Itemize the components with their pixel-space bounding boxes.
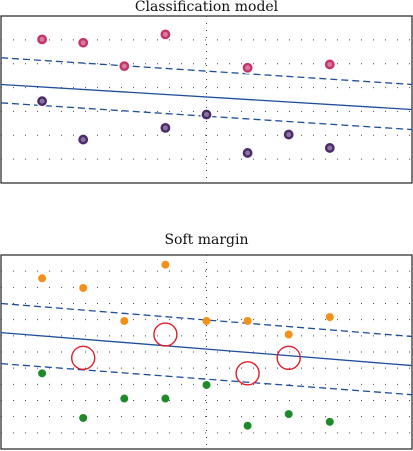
class-b-point (323, 141, 336, 155)
class-a-point (120, 316, 129, 325)
class-b-point (284, 410, 293, 419)
class-b-point (161, 394, 170, 403)
upper-margin-line (0, 302, 413, 338)
slack-circle (235, 361, 260, 386)
class-b-point (241, 146, 254, 160)
class-b-point-center (162, 125, 168, 131)
class-a-point (243, 316, 252, 325)
class-b-point (202, 380, 211, 389)
class-a-point-center (245, 65, 251, 71)
slack-circle (70, 345, 96, 371)
class-a-point (159, 28, 172, 41)
class-b-point (79, 413, 88, 422)
upper-margin-line (0, 57, 413, 86)
panel-frame (0, 254, 413, 450)
class-a-point (323, 58, 336, 71)
class-b-point (200, 108, 213, 121)
class-b-point (325, 417, 334, 426)
slack-circle (276, 345, 301, 371)
lower-margin-line (0, 102, 413, 131)
class-b-point-center (286, 132, 292, 138)
panel-frame (0, 15, 413, 184)
class-b-point-center (80, 137, 86, 143)
slack-circle (153, 322, 178, 347)
class-b-point (243, 421, 252, 430)
class-a-point (284, 330, 293, 339)
class-a-point-center (39, 36, 45, 42)
class-a-point-center (162, 31, 168, 37)
class-b-point-center (39, 98, 45, 104)
class-b-point-center (245, 150, 251, 156)
class-b-point (35, 95, 49, 108)
class-a-point (161, 260, 170, 269)
class-b-point-center (327, 145, 333, 151)
class-a-point (241, 61, 254, 74)
class-b-point (120, 394, 129, 403)
class-a-point (38, 274, 47, 283)
panel-title-classification: Classification model (134, 0, 279, 15)
class-a-point-center (80, 40, 86, 46)
class-a-point (325, 313, 334, 322)
class-b-point (282, 128, 295, 141)
lower-margin-line (0, 362, 413, 396)
class-a-point-center (121, 63, 127, 69)
class-a-point-center (327, 61, 333, 67)
class-a-point (202, 316, 211, 325)
class-a-point (35, 33, 49, 46)
panel-title-soft-margin: Soft margin (164, 232, 249, 248)
class-b-point (159, 121, 172, 134)
class-b-point (38, 369, 47, 378)
decision-boundary (0, 331, 413, 367)
class-a-point (118, 59, 131, 73)
class-b-point (77, 133, 90, 146)
class-b-point-center (204, 112, 209, 118)
class-a-point (77, 36, 90, 49)
decision-boundary (0, 83, 413, 111)
class-a-point (79, 283, 88, 292)
